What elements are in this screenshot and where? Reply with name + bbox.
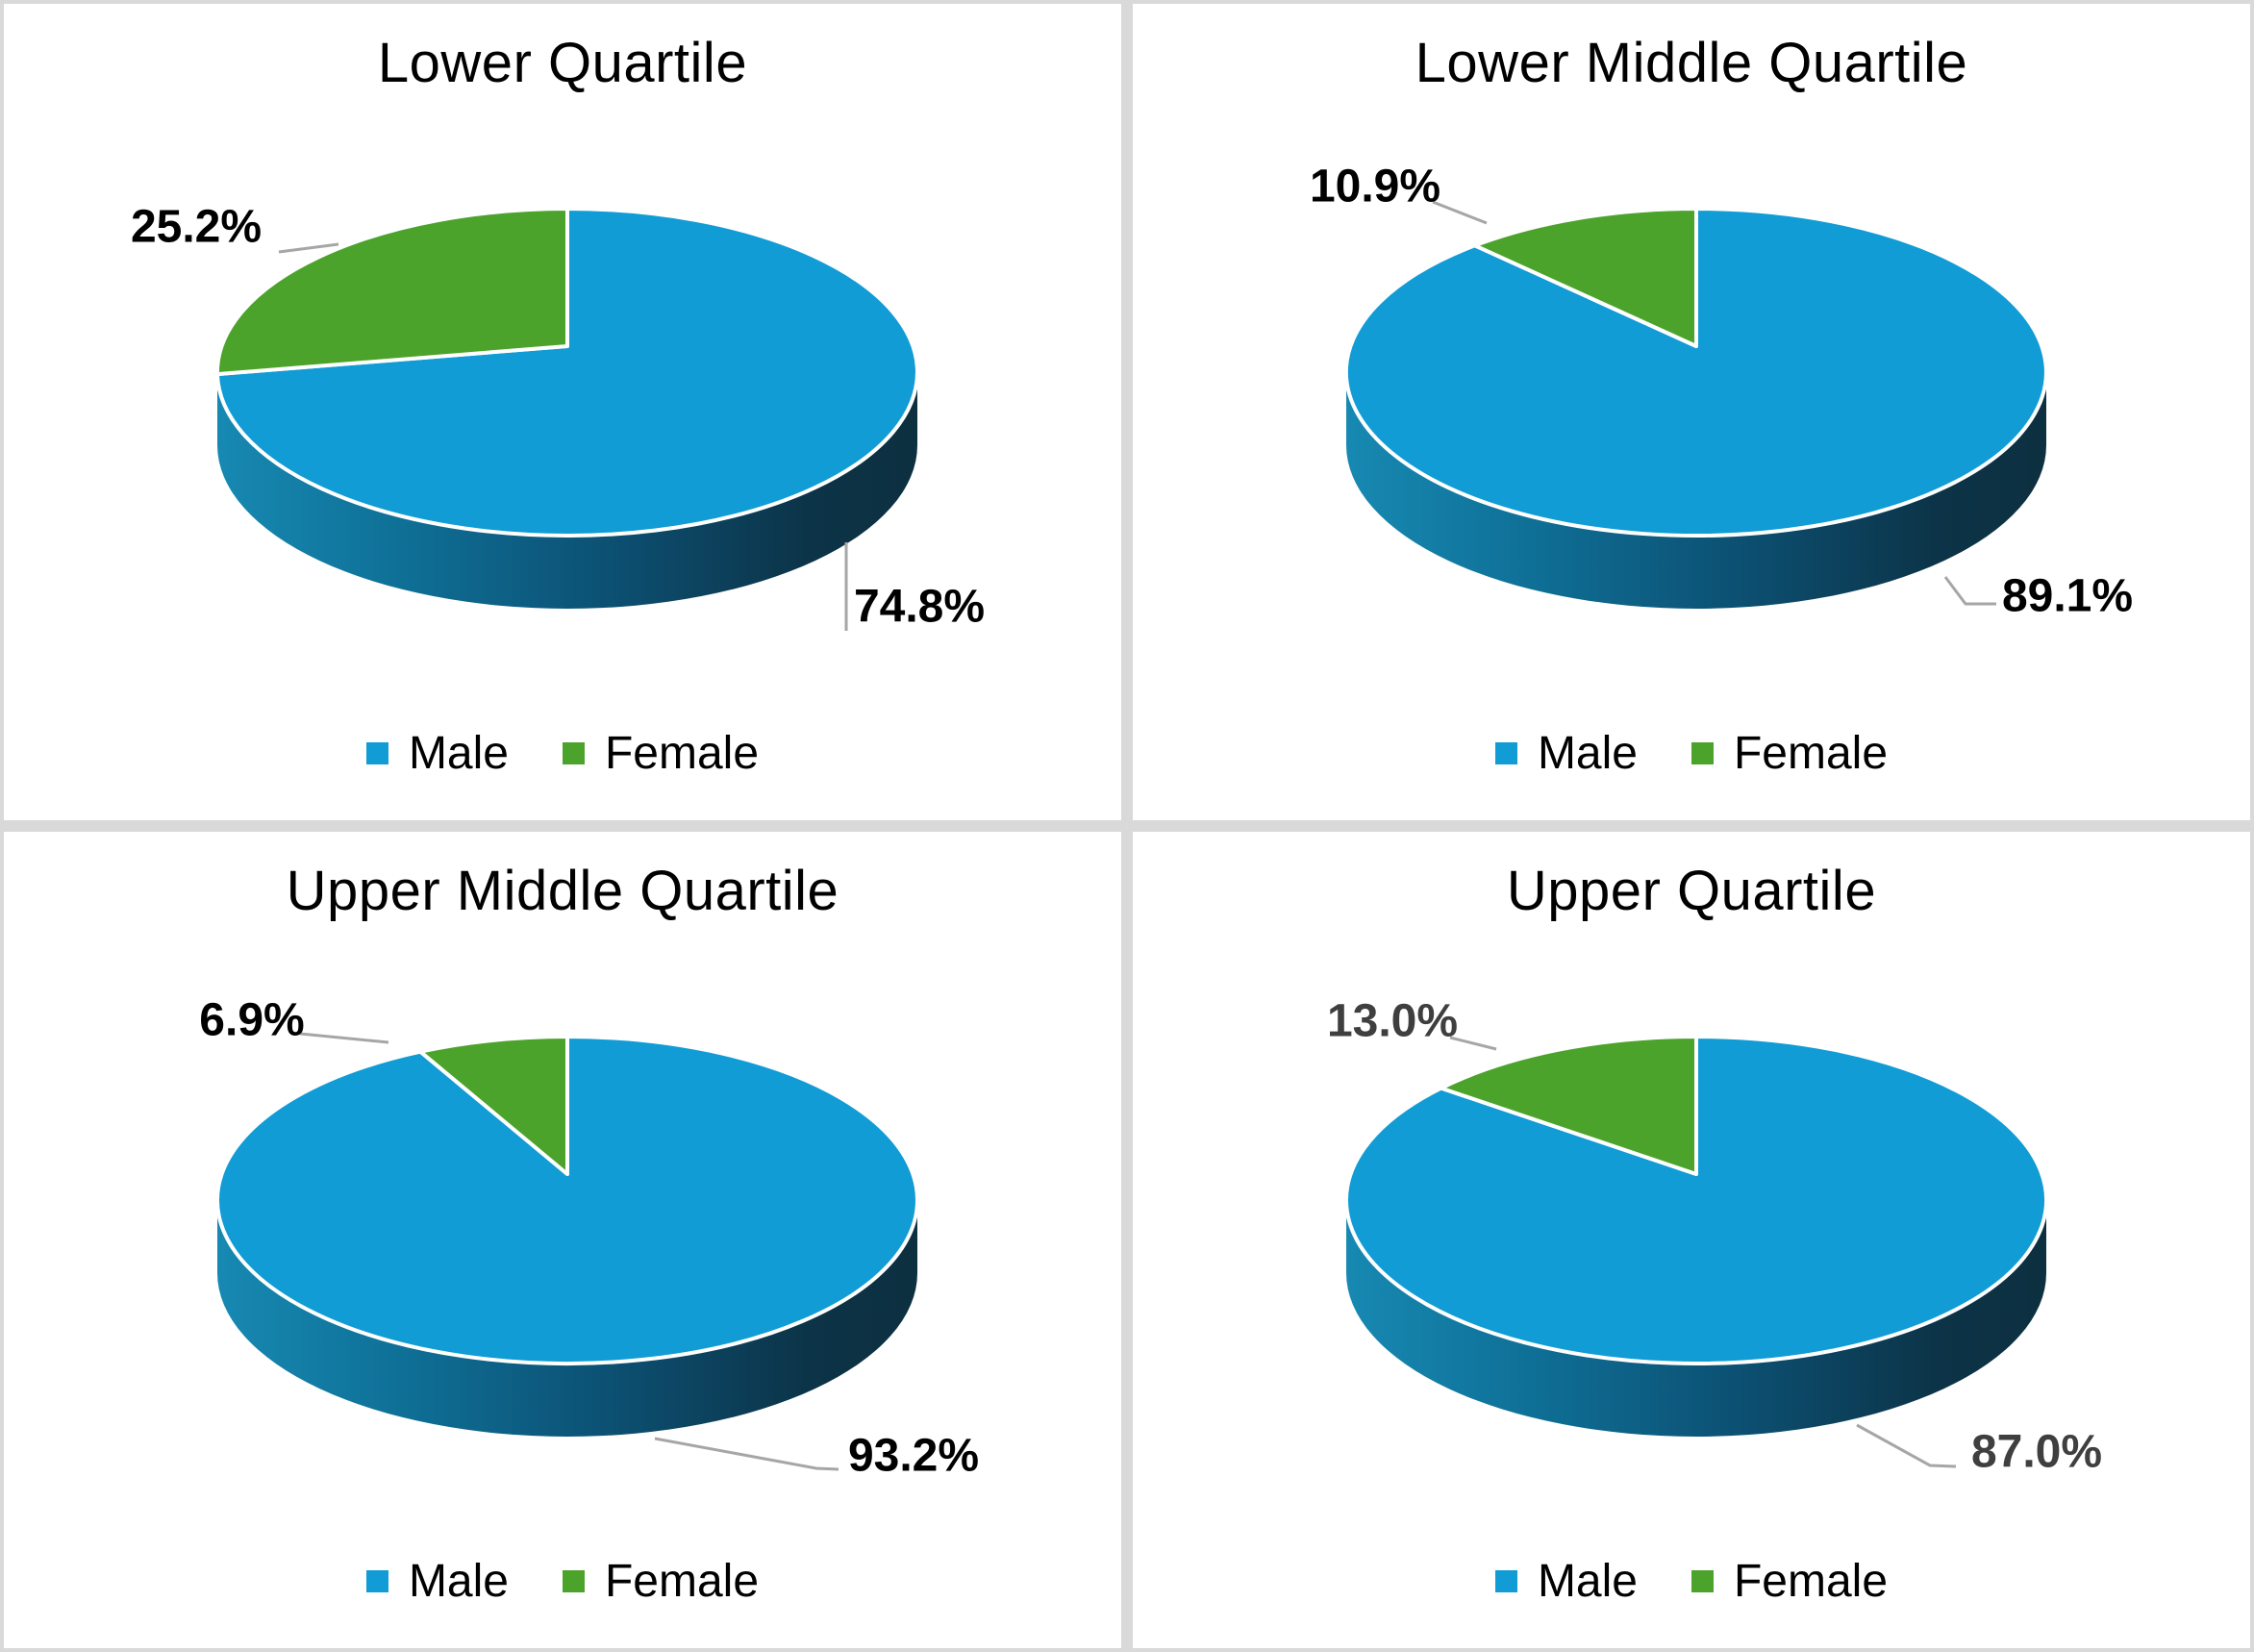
data-label-male: 93.2% — [847, 1430, 980, 1482]
pie-slice-male — [215, 207, 919, 538]
legend-swatch-male — [365, 1570, 388, 1592]
pie-slice-female — [1472, 206, 1698, 348]
leader-line-female — [278, 242, 339, 254]
pie-slice-male — [1343, 207, 2048, 538]
leader-line-male — [1856, 1423, 1957, 1468]
legend-label-male: Male — [1537, 728, 1638, 779]
legend-item-female: Female — [562, 727, 760, 780]
pie-slice-male — [1344, 1035, 2048, 1365]
pie-3d-chart — [214, 207, 919, 631]
legend-swatch-female — [562, 1570, 585, 1592]
chart-panel-upper-middle-quartile: Upper Middle Quartile 6.9% 93.2% Male Fe… — [0, 828, 1125, 1652]
pie-side-3d — [217, 372, 917, 609]
legend-swatch-female — [1690, 742, 1714, 764]
pie-3d-chart — [214, 1032, 919, 1471]
chart-title: Upper Middle Quartile — [286, 860, 839, 922]
chart-title: Lower Quartile — [377, 32, 748, 94]
data-label-female: 10.9% — [1309, 161, 1441, 213]
legend-item-male: Male — [1494, 727, 1638, 780]
legend: Male Female — [1133, 727, 2250, 780]
leader-line-female — [299, 1032, 389, 1044]
legend-item-male: Male — [1494, 1555, 1638, 1608]
leader-line-female — [1432, 200, 1488, 225]
pie-slice-male — [214, 1035, 919, 1365]
legend-label-male: Male — [408, 1556, 509, 1607]
legend-swatch-female — [562, 742, 585, 764]
leader-line-male — [654, 1437, 839, 1471]
pie-slice-female — [214, 207, 569, 377]
legend-label-female: Female — [1733, 1556, 1889, 1607]
data-label-female: 6.9% — [199, 994, 305, 1046]
pie-side-3d — [1346, 372, 2046, 609]
data-label-male: 74.8% — [853, 581, 986, 633]
data-label-male: 89.1% — [2001, 570, 2134, 622]
pie-3d-chart — [1344, 1035, 2048, 1468]
legend-item-female: Female — [562, 1555, 760, 1608]
chart-title: Lower Middle Quartile — [1415, 32, 1968, 94]
data-label-female: 13.0% — [1326, 995, 1459, 1047]
legend-label-female: Female — [604, 1556, 760, 1607]
pie-3d-chart — [1343, 200, 2048, 609]
legend-swatch-male — [365, 742, 388, 764]
legend-item-male: Male — [365, 1555, 509, 1608]
legend-label-female: Female — [604, 728, 760, 779]
data-label-female: 25.2% — [130, 201, 263, 253]
legend-item-female: Female — [1690, 1555, 1889, 1608]
legend-swatch-female — [1690, 1570, 1714, 1592]
pie-slice-female — [418, 1035, 569, 1176]
legend-label-male: Male — [1537, 1556, 1638, 1607]
pie-side-3d — [1346, 1200, 2046, 1437]
legend-label-male: Male — [408, 728, 509, 779]
leader-line-male — [1943, 576, 1996, 606]
legend: Male Female — [1133, 1555, 2250, 1608]
legend-label-female: Female — [1733, 728, 1889, 779]
legend-item-male: Male — [365, 727, 509, 780]
legend-swatch-male — [1494, 1570, 1517, 1592]
chart-panel-lower-quartile: Lower Quartile 25.2% 74.8% Male Female — [0, 0, 1125, 824]
data-label-male: 87.0% — [1970, 1426, 2103, 1478]
leader-line-female — [1449, 1036, 1497, 1051]
legend: Male Female — [4, 1555, 1121, 1608]
chart-panel-lower-middle-quartile: Lower Middle Quartile 10.9% 89.1% Male F… — [1129, 0, 2254, 824]
pie-side-3d — [217, 1200, 917, 1437]
pie-slice-female — [1439, 1035, 1698, 1176]
legend: Male Female — [4, 727, 1121, 780]
chart-title: Upper Quartile — [1506, 860, 1877, 922]
legend-item-female: Female — [1690, 727, 1889, 780]
legend-swatch-male — [1494, 742, 1517, 764]
chart-panel-upper-quartile: Upper Quartile 13.0% 87.0% Male Female — [1129, 828, 2254, 1652]
